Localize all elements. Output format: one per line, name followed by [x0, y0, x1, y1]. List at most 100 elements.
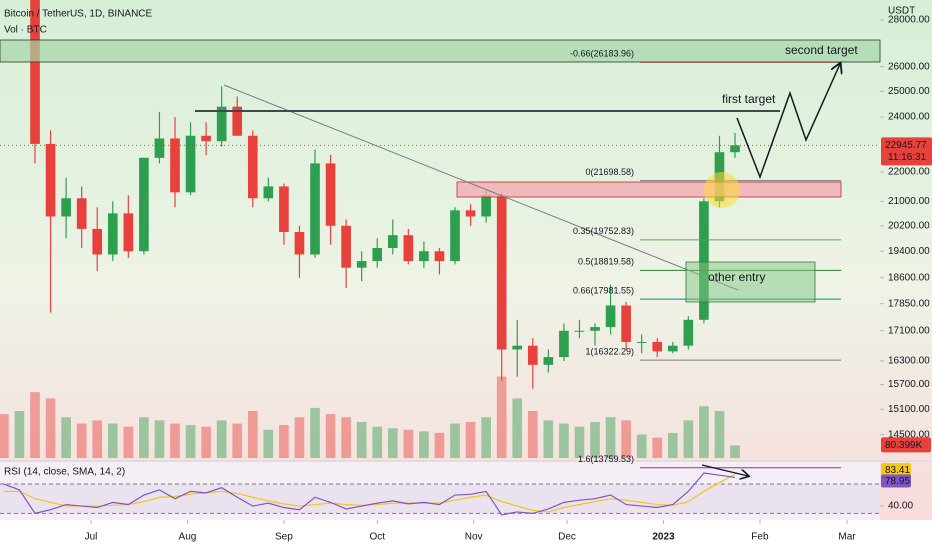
- volume-bar: [387, 428, 398, 458]
- fib-label: 0.66(17981.55): [573, 285, 634, 295]
- candle-body: [45, 143, 56, 217]
- countdown: 11:16:31: [888, 152, 927, 163]
- last-price-box: [881, 137, 932, 166]
- candle-body: [92, 228, 103, 255]
- volume-bar: [139, 417, 149, 458]
- volume-bar: [61, 417, 71, 458]
- x-tick-label: Aug: [179, 532, 197, 543]
- candle-body: [263, 186, 274, 199]
- candle-body: [310, 163, 320, 255]
- rsi-value-box: [881, 474, 911, 488]
- x-tick-label: Jul: [85, 532, 98, 543]
- candle-body: [652, 341, 663, 352]
- annotation: first target: [722, 92, 776, 106]
- volume-bar: [356, 421, 367, 458]
- rsi-value-label: 83.41: [885, 465, 910, 476]
- volume-bar: [450, 423, 460, 458]
- y-tick-label: 16300.00: [888, 356, 930, 367]
- candle-body: [247, 135, 258, 199]
- candle-body: [543, 357, 554, 365]
- candle-body: [232, 106, 243, 136]
- candle-body: [574, 330, 585, 332]
- candle-body: [605, 305, 616, 328]
- y-tick-label: 17850.00: [888, 298, 930, 309]
- volume-bar: [699, 406, 709, 458]
- volume-bar: [527, 411, 538, 458]
- volume-bar: [543, 420, 554, 458]
- candle-body: [512, 345, 523, 350]
- y-tick-label: 24000.00: [888, 112, 930, 123]
- candle-body: [107, 213, 118, 255]
- volume-bar: [372, 426, 383, 458]
- volume-bar: [170, 423, 180, 458]
- fib-label: -0.66(26183.96): [570, 49, 634, 59]
- candle-body: [294, 232, 305, 255]
- candle-body: [730, 145, 740, 153]
- annotation: other entry: [708, 270, 765, 284]
- fib-label: 1.6(13759.53): [578, 454, 634, 464]
- volume-bar: [185, 425, 196, 458]
- volume-bar: [683, 420, 694, 458]
- candle-body: [325, 163, 336, 226]
- candle-body: [387, 235, 398, 248]
- y-tick-label: 19400.00: [888, 246, 930, 257]
- volume-bar: [123, 426, 134, 458]
- candle-body: [683, 319, 694, 346]
- candle-body: [154, 138, 165, 158]
- candle-body: [279, 186, 289, 233]
- volume-bar: [590, 421, 600, 458]
- rsi-pane: [0, 462, 880, 520]
- volume-bar: [621, 420, 631, 458]
- projection-arrow: [736, 64, 840, 180]
- candle-body: [123, 213, 134, 252]
- candle-body: [30, 0, 40, 144]
- volume-bar: [325, 414, 336, 458]
- candle-body: [170, 138, 180, 193]
- candle-body: [699, 201, 709, 320]
- candle-body: [465, 210, 476, 217]
- volume-bar: [434, 432, 445, 458]
- candle-body: [201, 135, 211, 142]
- entry-zone: [685, 261, 816, 303]
- candle-body: [450, 210, 460, 262]
- volume-bar: [0, 414, 9, 458]
- x-tick-label: 2023: [652, 532, 675, 543]
- rsi-value-label: 78.95: [885, 476, 910, 487]
- candle-body: [356, 261, 367, 268]
- volume-bar: [201, 426, 211, 458]
- candle-body: [372, 247, 383, 262]
- volume-bar: [14, 411, 25, 458]
- last-price-label: 22945.77: [885, 140, 927, 151]
- x-tick-label: Feb: [751, 532, 769, 543]
- volume-bar: [512, 398, 523, 458]
- y-tick-label: 26000.00: [888, 61, 930, 72]
- volume-bar: [574, 426, 585, 458]
- candle-body: [621, 305, 631, 342]
- trend-line: [223, 84, 739, 291]
- y-tick-label: 28000.00: [888, 15, 930, 26]
- background: [0, 0, 932, 520]
- volume-bar: [310, 407, 320, 458]
- volume-bar: [403, 429, 414, 458]
- y-tick-label: 18600.00: [888, 272, 930, 283]
- rsi-value-box: [881, 463, 911, 477]
- volume-label-box: [881, 437, 931, 453]
- volume-bar: [667, 432, 678, 458]
- candle-body: [527, 345, 538, 365]
- volume-bar: [154, 420, 165, 458]
- candle-body: [61, 198, 71, 217]
- fib-label: 0.35(19752.83): [573, 226, 634, 236]
- volume-bar: [76, 423, 87, 458]
- divergence-arrow: [701, 464, 748, 476]
- volume-bar: [30, 392, 40, 458]
- candle-body: [139, 157, 149, 252]
- volume-bar: [341, 417, 351, 458]
- fib-label: 0.5(18819.58): [578, 257, 634, 267]
- y-tick-label: 25000.00: [888, 86, 930, 97]
- rsi-line: [3, 472, 736, 516]
- target-zone: [0, 39, 881, 63]
- x-tick-label: Mar: [838, 532, 856, 543]
- candle-body: [559, 330, 569, 358]
- symbol-title: Bitcoin / TetherUS, 1D, BINANCE: [4, 9, 153, 20]
